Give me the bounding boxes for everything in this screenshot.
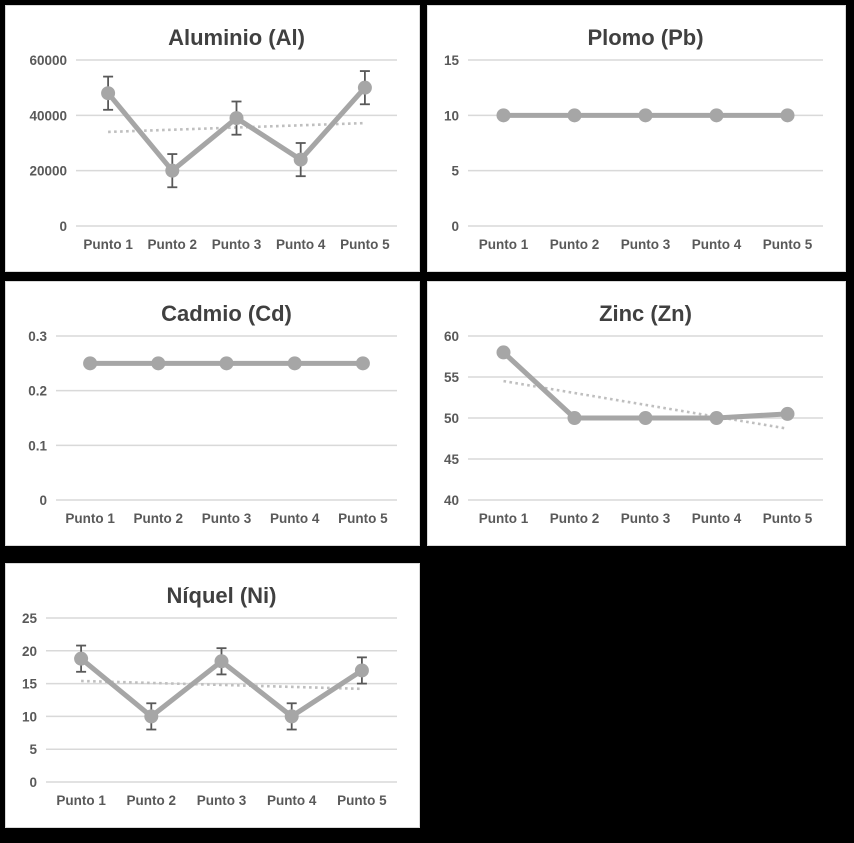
- data-point-marker: [354, 663, 369, 678]
- y-tick-label: 15: [22, 677, 38, 692]
- y-tick-label: 15: [444, 53, 460, 68]
- y-tick-label: 40: [444, 493, 459, 508]
- x-tick-label: Punto 1: [56, 793, 106, 808]
- chart-panel-cadmio: 0 0.1 0.2 0.3 Punto 1 Punto 2 Punto 3 Punto 4 Pu…: [5, 281, 420, 546]
- x-tick-label: Punto 4: [692, 511, 742, 526]
- data-point-marker: [144, 709, 159, 724]
- data-point-marker: [567, 411, 582, 425]
- data-point-marker: [229, 111, 244, 126]
- x-tick-label: Punto 5: [337, 793, 387, 808]
- data-point-marker: [780, 406, 795, 421]
- y-tick-label: 45: [444, 452, 460, 467]
- y-tick-label: 0.1: [28, 438, 47, 453]
- data-point-marker: [638, 108, 653, 123]
- data-point-marker: [165, 163, 180, 178]
- x-tick-label: Punto 4: [267, 793, 317, 808]
- data-point-marker: [101, 86, 116, 101]
- data-point-marker: [355, 356, 370, 371]
- x-tick-label: Punto 4: [692, 237, 742, 252]
- x-tick-label: Punto 4: [270, 511, 320, 526]
- y-tick-label: 0: [39, 493, 47, 508]
- chart-panel-niquel: 0 5 10 15 20 25 Punto 1 Punto 2 Punto 3 Punto 4 Pu…: [5, 563, 420, 828]
- chart-title-niquel: Níquel (Ni): [166, 583, 277, 608]
- chart-title-plomo: Plomo (Pb): [587, 25, 704, 50]
- y-tick-label: 25: [22, 611, 38, 626]
- plomo-line-chart: 0 5 10 15 Punto 1 Punto 2 Punto 3 Punto 4 Punto …: [444, 53, 823, 252]
- zinc-line-chart: 40 45 50 55 60 Punto 1 Punto 2 Punto 3 Punto 4 Pu…: [444, 329, 823, 526]
- chart-panel-zinc: 40 45 50 55 60 Punto 1 Punto 2 Punto 3 Punto 4 Pu…: [427, 281, 846, 546]
- data-point-marker: [709, 411, 724, 425]
- y-tick-label: 10: [22, 709, 37, 724]
- data-point-marker: [284, 709, 299, 724]
- series-line: [501, 349, 790, 421]
- x-tick-label: Punto 1: [65, 511, 115, 526]
- chart-panel-plomo: 0 5 10 15 Punto 1 Punto 2 Punto 3 Punto 4 Punto …: [427, 5, 846, 272]
- x-tick-label: Punto 2: [148, 237, 198, 252]
- y-tick-label: 5: [451, 164, 459, 179]
- y-tick-label: 5: [29, 742, 37, 757]
- x-tick-label: Punto 2: [550, 511, 600, 526]
- x-tick-label: Punto 5: [763, 237, 813, 252]
- data-point-marker: [74, 651, 89, 666]
- x-tick-label: Punto 3: [621, 237, 671, 252]
- data-point-marker: [151, 356, 166, 371]
- y-tick-label: 40000: [29, 108, 67, 123]
- data-point-marker: [287, 356, 302, 371]
- data-point-marker: [214, 654, 229, 669]
- y-tick-label: 0: [451, 219, 459, 234]
- data-point-marker: [496, 345, 511, 360]
- y-tick-label: 60: [444, 329, 459, 344]
- y-tick-label: 55: [444, 370, 460, 385]
- cadmio-line-chart: 0 0.1 0.2 0.3 Punto 1 Punto 2 Punto 3 Punto 4 Pu…: [28, 329, 397, 526]
- y-tick-label: 20000: [29, 164, 67, 179]
- x-tick-label: Punto 3: [212, 237, 262, 252]
- trendline: [81, 679, 362, 691]
- data-point-marker: [219, 356, 234, 371]
- x-tick-label: Punto 1: [479, 511, 529, 526]
- x-tick-label: Punto 5: [763, 511, 813, 526]
- y-tick-label: 10: [444, 108, 459, 123]
- y-tick-label: 0.3: [28, 329, 47, 344]
- x-tick-label: Punto 2: [127, 793, 177, 808]
- y-tick-label: 20: [22, 644, 37, 659]
- niquel-line-chart: 0 5 10 15 20 25 Punto 1 Punto 2 Punto 3 Punto 4 Pu…: [22, 611, 397, 808]
- data-point-marker: [638, 411, 653, 425]
- x-tick-label: Punto 3: [621, 511, 671, 526]
- x-tick-label: Punto 2: [134, 511, 184, 526]
- data-point-marker: [357, 80, 372, 95]
- data-point-marker: [83, 356, 98, 371]
- x-tick-label: Punto 1: [83, 237, 133, 252]
- x-tick-label: Punto 5: [340, 237, 390, 252]
- data-point-marker: [780, 108, 795, 123]
- chart-panel-aluminio: 0 20000 40000 60000 Punto 1 Punto 2 Punto 3 Pun…: [5, 5, 420, 272]
- chart-title-cadmio: Cadmio (Cd): [161, 301, 292, 326]
- x-tick-label: Punto 5: [338, 511, 388, 526]
- x-tick-label: Punto 3: [197, 793, 247, 808]
- y-tick-label: 50: [444, 411, 459, 426]
- data-point-marker: [709, 108, 724, 123]
- x-tick-label: Punto 2: [550, 237, 600, 252]
- x-tick-label: Punto 4: [276, 237, 326, 252]
- aluminio-line-chart: 0 20000 40000 60000 Punto 1 Punto 2 Punto 3 Pun…: [29, 53, 397, 252]
- data-point-marker: [496, 108, 511, 123]
- y-tick-label: 60000: [29, 53, 67, 68]
- y-tick-label: 0.2: [28, 384, 47, 399]
- chart-title-zinc: Zinc (Zn): [599, 301, 692, 326]
- y-tick-label: 0: [59, 219, 67, 234]
- x-tick-label: Punto 3: [202, 511, 252, 526]
- data-point-marker: [293, 152, 308, 167]
- x-tick-label: Punto 1: [479, 237, 529, 252]
- data-point-marker: [567, 108, 582, 123]
- y-tick-label: 0: [29, 775, 37, 790]
- chart-title-aluminio: Aluminio (Al): [168, 25, 305, 50]
